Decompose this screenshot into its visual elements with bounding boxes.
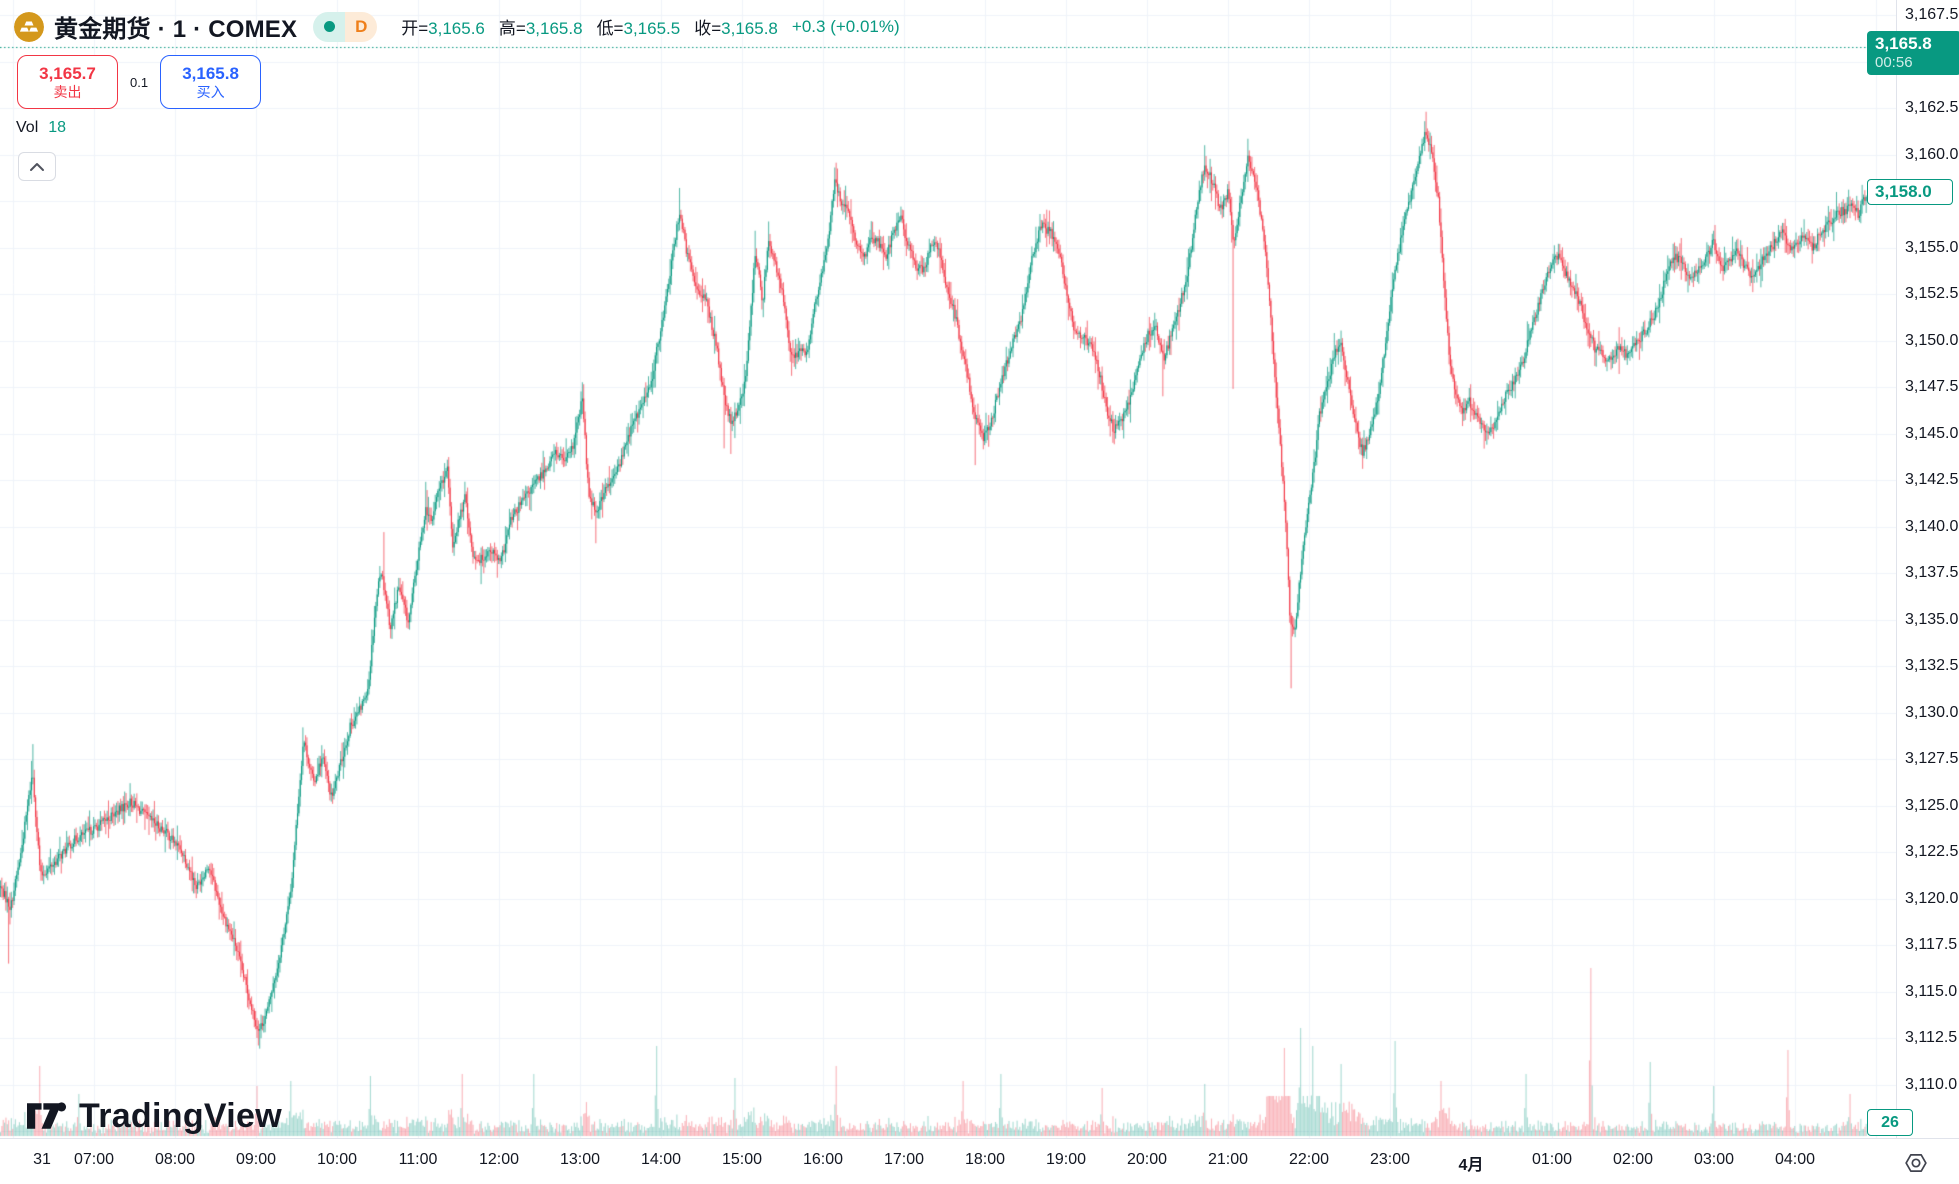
sell-label: 卖出: [53, 83, 82, 100]
sell-button[interactable]: 3,165.7 卖出: [17, 55, 118, 109]
time-tick-label: 15:00: [721, 1151, 763, 1168]
close-value: 3,165.8: [721, 19, 778, 38]
close-label: 收=: [694, 19, 722, 38]
time-tick-label: 4月: [1458, 1157, 1484, 1174]
price-tick-label: 3,152.5: [1905, 285, 1959, 302]
time-tick-label: 12:00: [478, 1151, 520, 1168]
price-tick-label: 3,147.5: [1905, 378, 1959, 395]
market-open-dot-icon: [313, 11, 346, 42]
session-price-value: 3,165.8: [1875, 33, 1932, 53]
price-tick-label: 3,115.0: [1905, 982, 1958, 1000]
session-price-badge: 3,165.8 00:56: [1867, 30, 1959, 75]
delayed-data-badge: D: [345, 11, 378, 42]
candlestick-chart-canvas[interactable]: [0, 0, 1896, 1138]
tradingview-watermark-text: TradingView: [79, 1096, 282, 1135]
time-tick-label: 21:00: [1207, 1151, 1249, 1168]
time-tick-label: 20:00: [1126, 1151, 1168, 1168]
price-tick-label: 3,167.5: [1905, 6, 1959, 23]
axis-settings-button[interactable]: [1896, 1143, 1936, 1183]
time-tick-label: 01:00: [1531, 1151, 1573, 1168]
price-tick-label: 3,140.0: [1905, 517, 1959, 535]
time-tick-label: 31: [33, 1151, 51, 1168]
time-tick-label: 16:00: [802, 1151, 844, 1168]
time-tick-label: 14:00: [640, 1151, 682, 1168]
market-status-badges[interactable]: D: [313, 11, 378, 42]
open-value: 3,165.6: [428, 19, 485, 38]
price-tick-label: 3,160.0: [1905, 145, 1959, 163]
high-value: 3,165.8: [525, 19, 583, 38]
price-tick-label: 3,120.0: [1905, 889, 1959, 907]
volume-indicator-value: 18: [48, 119, 67, 136]
time-tick-label: 23:00: [1369, 1151, 1411, 1168]
open-label: 开=: [401, 19, 429, 38]
volume-indicator-label: Vol: [16, 119, 39, 136]
buy-button[interactable]: 3,165.8 买入: [160, 55, 262, 109]
price-tick-label: 3,162.5: [1905, 99, 1959, 116]
price-tick-label: 3,150.0: [1905, 331, 1959, 349]
tradingview-logo-icon: [27, 1102, 67, 1129]
time-tick-label: 13:00: [559, 1151, 601, 1168]
last-price-badge: 3,158.0: [1867, 178, 1953, 205]
time-tick-label: 22:00: [1288, 1151, 1330, 1168]
time-tick-label: 07:00: [73, 1151, 115, 1168]
time-tick-label: 18:00: [964, 1151, 1006, 1168]
price-tick-label: 3,155.0: [1905, 238, 1959, 256]
time-axis[interactable]: 31 07:00 08:00 09:00 10:00 11:00 12:00 13:00 14:…: [0, 1138, 1959, 1184]
collapse-pane-button[interactable]: [18, 152, 56, 181]
price-tick-label: 3,137.5: [1905, 564, 1959, 581]
time-tick-label: 02:00: [1612, 1151, 1654, 1168]
time-tick-label: 19:00: [1045, 1151, 1087, 1168]
time-tick-label: 04:00: [1774, 1151, 1816, 1168]
sell-price: 3,165.7: [39, 64, 96, 84]
price-tick-label: 3,142.5: [1905, 471, 1959, 488]
time-tick-label: 08:00: [154, 1151, 196, 1168]
ohlc-legend: 开=3,165.6 高=3,165.8 低=3,165.5 收=3,165.8 …: [401, 14, 899, 39]
price-axis[interactable]: 3,167.5 3,162.5 3,160.0 3,155.0 3,152.5 3,150…: [1867, 0, 1959, 1138]
time-tick-label: 11:00: [398, 1151, 438, 1168]
change-value: +0.3 (+0.01%): [791, 16, 900, 36]
buy-price: 3,165.8: [182, 64, 239, 84]
time-tick-label: 17:00: [883, 1151, 925, 1168]
high-label: 高=: [498, 19, 526, 38]
volume-indicator-row: Vol 18: [16, 119, 66, 137]
price-tick-label: 3,127.5: [1905, 750, 1959, 767]
chevron-up-icon: [30, 162, 44, 171]
price-tick-label: 3,117.5: [1905, 936, 1958, 953]
bar-countdown: 00:56: [1875, 53, 1913, 71]
symbol-title[interactable]: 黄金期货 · 1 · COMEX: [54, 16, 298, 43]
tradingview-watermark[interactable]: TradingView: [25, 1096, 282, 1136]
price-tick-label: 3,122.5: [1905, 843, 1959, 860]
price-tick-label: 3,145.0: [1905, 424, 1959, 442]
price-tick-label: 3,135.0: [1905, 610, 1959, 628]
buy-label: 买入: [196, 83, 225, 100]
time-tick-label: 10:00: [316, 1151, 358, 1168]
time-tick-label: 03:00: [1693, 1151, 1735, 1168]
low-label: 低=: [596, 19, 624, 38]
time-tick-label: 09:00: [235, 1151, 277, 1168]
low-value: 3,165.5: [623, 19, 681, 38]
spread-value: 0.1: [130, 74, 149, 90]
symbol-header: 黄金期货 · 1 · COMEX D 开=3,165.6 高=3,165.8 低…: [14, 9, 900, 44]
gold-symbol-icon: [14, 11, 44, 42]
hexagon-settings-icon: [1905, 1154, 1927, 1172]
price-tick-label: 3,112.5: [1905, 1029, 1958, 1046]
price-tick-label: 3,132.5: [1905, 657, 1959, 674]
volume-axis-badge: 26: [1867, 1109, 1913, 1136]
order-panel: 3,165.7 卖出 0.1 3,165.8 买入: [17, 55, 262, 109]
price-tick-label: 3,125.0: [1905, 796, 1959, 814]
price-tick-label: 3,110.0: [1905, 1075, 1958, 1093]
price-tick-label: 3,130.0: [1905, 703, 1959, 721]
